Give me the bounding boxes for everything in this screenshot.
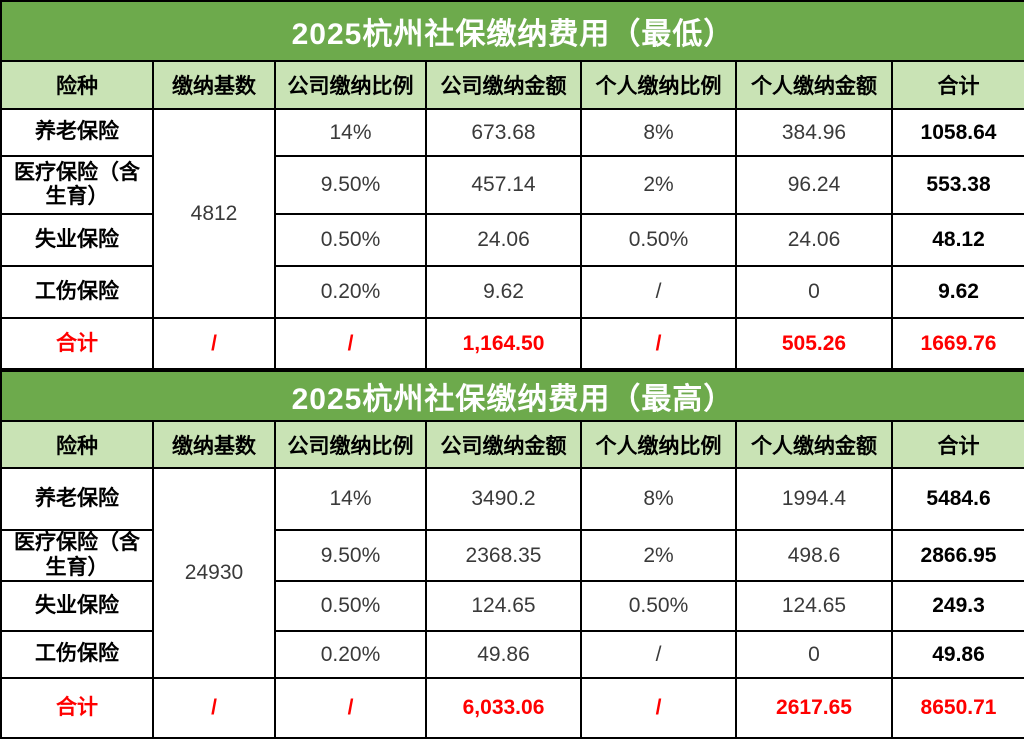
cell-company-amount: 9.62 [425, 265, 582, 319]
total-company-rate: / [274, 317, 427, 370]
cell-payment-base: 24930 [152, 467, 276, 679]
cell-company-amount: 673.68 [425, 108, 582, 157]
cell-personal-rate: 2% [580, 155, 737, 215]
col-header-company-rate: 公司缴纳比例 [274, 60, 427, 110]
col-header-company-rate: 公司缴纳比例 [274, 420, 427, 469]
col-header-company-amount: 公司缴纳金额 [425, 60, 582, 110]
cell-company-amount: 124.65 [425, 580, 582, 632]
cell-company-rate: 9.50% [274, 529, 427, 582]
table-row: 工伤保险 0.20% 9.62 / 0 9.62 [0, 265, 1024, 319]
cell-row-total: 49.86 [890, 630, 1024, 679]
total-row: 合计 / / 1,164.50 / 505.26 1669.76 [0, 317, 1024, 370]
total-grand: 1669.76 [890, 317, 1024, 370]
cell-row-total: 48.12 [890, 213, 1024, 267]
cell-personal-amount: 1994.4 [735, 467, 893, 531]
cell-insurance-type: 失业保险 [0, 580, 154, 632]
cell-row-total: 2866.95 [890, 529, 1024, 582]
total-company-amount: 1,164.50 [425, 317, 582, 370]
cell-personal-rate: 2% [580, 529, 737, 582]
total-base: / [152, 317, 276, 370]
table-row: 医疗保险（含生育） 9.50% 457.14 2% 96.24 553.38 [0, 155, 1024, 215]
table-row: 失业保险 0.50% 124.65 0.50% 124.65 249.3 [0, 580, 1024, 632]
cell-personal-amount: 0 [735, 630, 893, 679]
table-row: 养老保险 4812 14% 673.68 8% 384.96 1058.64 [0, 108, 1024, 319]
cell-personal-rate: 8% [580, 467, 737, 531]
cell-insurance-type: 医疗保险（含生育） [0, 529, 154, 582]
cell-company-rate: 0.20% [274, 265, 427, 319]
cell-insurance-type: 医疗保险（含生育） [0, 155, 154, 215]
cell-personal-amount: 384.96 [735, 108, 893, 157]
col-header-company-amount: 公司缴纳金额 [425, 420, 582, 469]
cell-insurance-type: 养老保险 [0, 467, 154, 531]
cell-row-total: 249.3 [890, 580, 1024, 632]
total-company-amount: 6,033.06 [425, 677, 582, 739]
total-personal-amount: 505.26 [735, 317, 893, 370]
total-personal-rate: / [580, 677, 737, 739]
col-header-personal-amount: 个人缴纳金额 [735, 420, 893, 469]
cell-personal-rate: 0.50% [580, 213, 737, 267]
col-header-payment-base: 缴纳基数 [152, 60, 276, 110]
table-title: 2025杭州社保缴纳费用（最高） [0, 370, 1024, 422]
total-base: / [152, 677, 276, 739]
cell-company-rate: 9.50% [274, 155, 427, 215]
cell-personal-amount: 124.65 [735, 580, 893, 632]
total-label: 合计 [0, 677, 154, 739]
col-header-total: 合计 [890, 420, 1024, 469]
table-row: 医疗保险（含生育） 9.50% 2368.35 2% 498.6 2866.95 [0, 529, 1024, 582]
cell-payment-base: 4812 [152, 108, 276, 319]
total-grand: 8650.71 [890, 677, 1024, 739]
total-company-rate: / [274, 677, 427, 739]
social-insurance-table-lowest: 2025杭州社保缴纳费用（最低） 险种 缴纳基数 公司缴纳比例 公司缴纳金额 个… [0, 0, 1024, 370]
cell-company-rate: 14% [274, 108, 427, 157]
cell-company-rate: 0.50% [274, 213, 427, 267]
cell-insurance-type: 养老保险 [0, 108, 154, 157]
social-insurance-table-highest: 2025杭州社保缴纳费用（最高） 险种 缴纳基数 公司缴纳比例 公司缴纳金额 个… [0, 370, 1024, 739]
cell-personal-amount: 24.06 [735, 213, 893, 267]
col-header-personal-rate: 个人缴纳比例 [580, 60, 737, 110]
cell-row-total: 5484.6 [890, 467, 1024, 531]
cell-personal-rate: / [580, 265, 737, 319]
col-header-insurance-type: 险种 [0, 60, 154, 110]
cell-insurance-type: 失业保险 [0, 213, 154, 267]
cell-company-amount: 24.06 [425, 213, 582, 267]
cell-company-amount: 49.86 [425, 630, 582, 679]
cell-personal-amount: 498.6 [735, 529, 893, 582]
cell-row-total: 553.38 [890, 155, 1024, 215]
cell-personal-rate: / [580, 630, 737, 679]
table-row: 养老保险 24930 14% 3490.2 8% 1994.4 5484.6 [0, 467, 1024, 679]
cell-company-amount: 2368.35 [425, 529, 582, 582]
cell-personal-rate: 0.50% [580, 580, 737, 632]
col-header-personal-amount: 个人缴纳金额 [735, 60, 893, 110]
cell-company-rate: 14% [274, 467, 427, 531]
cell-row-total: 9.62 [890, 265, 1024, 319]
cell-insurance-type: 工伤保险 [0, 630, 154, 679]
col-header-total: 合计 [890, 60, 1024, 110]
cell-row-total: 1058.64 [890, 108, 1024, 157]
col-header-payment-base: 缴纳基数 [152, 420, 276, 469]
cell-company-amount: 3490.2 [425, 467, 582, 531]
total-personal-rate: / [580, 317, 737, 370]
cell-personal-rate: 8% [580, 108, 737, 157]
table-row: 工伤保险 0.20% 49.86 / 0 49.86 [0, 630, 1024, 679]
cell-insurance-type: 工伤保险 [0, 265, 154, 319]
cell-company-amount: 457.14 [425, 155, 582, 215]
col-header-insurance-type: 险种 [0, 420, 154, 469]
cell-company-rate: 0.20% [274, 630, 427, 679]
table-row: 失业保险 0.50% 24.06 0.50% 24.06 48.12 [0, 213, 1024, 267]
total-personal-amount: 2617.65 [735, 677, 893, 739]
col-header-personal-rate: 个人缴纳比例 [580, 420, 737, 469]
cell-personal-amount: 96.24 [735, 155, 893, 215]
total-row: 合计 / / 6,033.06 / 2617.65 8650.71 [0, 677, 1024, 739]
cell-company-rate: 0.50% [274, 580, 427, 632]
total-label: 合计 [0, 317, 154, 370]
cell-personal-amount: 0 [735, 265, 893, 319]
table-title: 2025杭州社保缴纳费用（最低） [0, 0, 1024, 62]
